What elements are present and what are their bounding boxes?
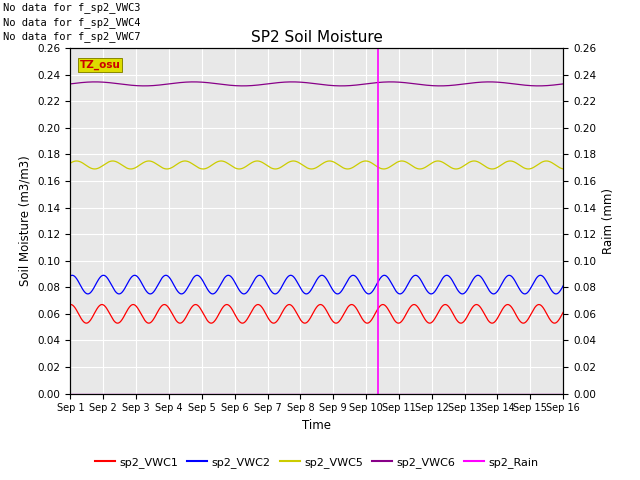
Text: TZ_osu: TZ_osu [79,60,120,70]
Text: No data for f_sp2_VWC4: No data for f_sp2_VWC4 [3,17,141,28]
Y-axis label: Soil Moisture (m3/m3): Soil Moisture (m3/m3) [19,156,32,286]
X-axis label: Time: Time [302,419,332,432]
Text: No data for f_sp2_VWC3: No data for f_sp2_VWC3 [3,2,141,13]
Legend: sp2_VWC1, sp2_VWC2, sp2_VWC5, sp2_VWC6, sp2_Rain: sp2_VWC1, sp2_VWC2, sp2_VWC5, sp2_VWC6, … [91,453,543,472]
Title: SP2 Soil Moisture: SP2 Soil Moisture [251,30,383,46]
Text: No data for f_sp2_VWC7: No data for f_sp2_VWC7 [3,31,141,42]
Y-axis label: Raim (mm): Raim (mm) [602,188,614,254]
